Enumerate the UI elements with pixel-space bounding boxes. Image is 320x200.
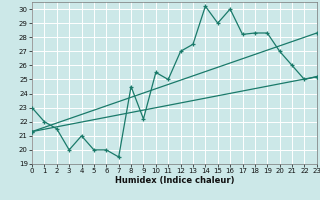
X-axis label: Humidex (Indice chaleur): Humidex (Indice chaleur): [115, 176, 234, 185]
